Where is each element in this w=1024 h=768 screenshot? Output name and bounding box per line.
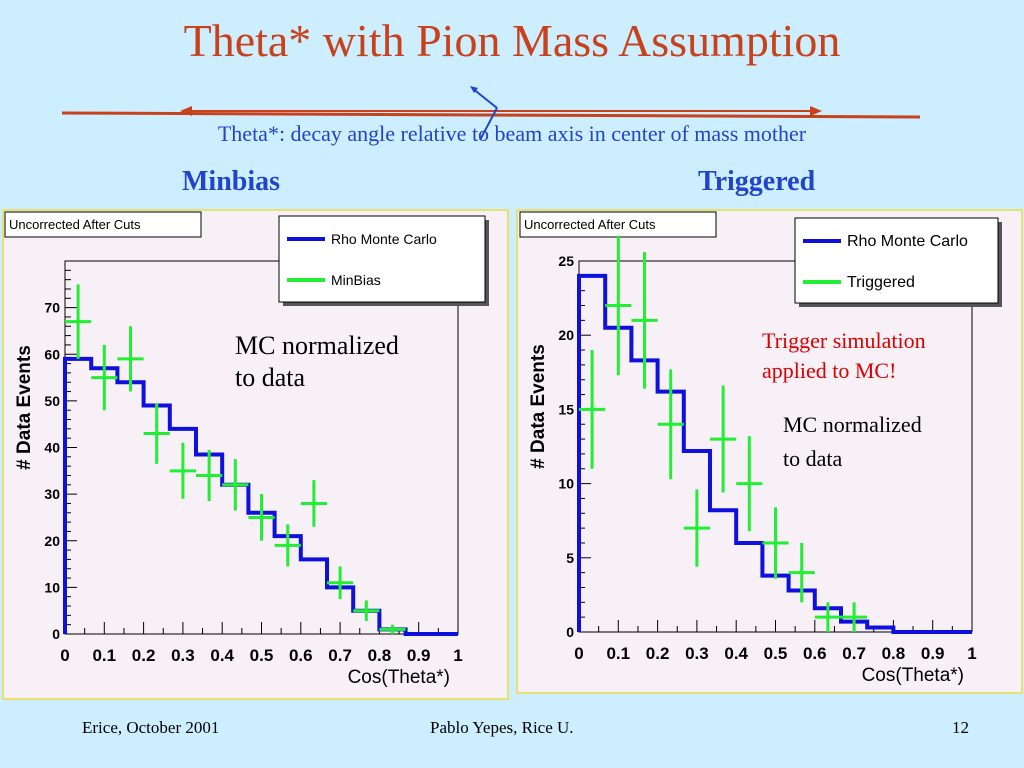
x-tick-label: 0.1 <box>606 644 630 663</box>
y-tick-label: 15 <box>558 401 574 417</box>
data-point <box>169 442 197 499</box>
data-point <box>300 480 327 527</box>
histogram-title-box <box>4 211 202 238</box>
x-axis-label: Cos(Theta*) <box>862 665 964 686</box>
y-tick-label: 20 <box>558 327 574 343</box>
x-tick-label: 0.6 <box>289 646 313 665</box>
y-tick-label: 10 <box>44 579 60 595</box>
data-point <box>762 507 789 579</box>
y-tick-label: 25 <box>558 253 574 269</box>
x-tick-label: 0.1 <box>92 646 116 665</box>
data-point <box>64 284 92 359</box>
y-tick-label: 60 <box>44 346 60 362</box>
histogram-title: Uncorrected After Cuts <box>9 217 141 232</box>
data-point <box>840 602 868 632</box>
decorative-lines <box>61 86 921 141</box>
data-point <box>605 235 632 376</box>
beam-angle-arrow <box>479 107 498 141</box>
data-point <box>222 459 249 511</box>
x-tick-label: 0.7 <box>842 644 866 663</box>
y-tick-label: 20 <box>44 533 60 549</box>
legend-box <box>794 217 999 304</box>
x-tick-label: 0 <box>60 646 69 665</box>
x-tick-label: 0.5 <box>764 644 788 663</box>
mc-normalized-note: MC normalized <box>235 331 399 360</box>
mc-normalized-note-right-2: to data <box>783 446 843 471</box>
legend-entry: Rho Monte Carlo <box>847 233 968 250</box>
data-point <box>683 489 711 567</box>
y-tick-label: 10 <box>558 476 574 492</box>
minbias-chart: Uncorrected After Cuts 0 10 20 30 40 50 60 70 0 0.… <box>2 209 509 700</box>
y-axis-label: # Data Events <box>14 345 35 470</box>
data-point <box>631 252 658 389</box>
footer-event: Erice, October 2001 <box>82 718 220 737</box>
mc-normalized-note-2: to data <box>235 363 306 392</box>
data-point <box>274 524 301 567</box>
data-point <box>91 344 118 411</box>
triggered-label: Triggered <box>698 166 816 197</box>
x-tick-label: 1 <box>453 646 462 665</box>
arrow-left-icon <box>180 106 192 116</box>
data-point <box>736 436 763 532</box>
page-number: 12 <box>952 718 969 737</box>
x-tick-label: 0.7 <box>328 646 352 665</box>
data-point <box>196 449 223 502</box>
arrow-right-icon <box>810 106 822 116</box>
plot-area <box>64 260 459 635</box>
y-tick-label: 30 <box>44 486 60 502</box>
legend-entry: MinBias <box>331 272 381 288</box>
x-tick-label: 0.9 <box>407 646 431 665</box>
legend-box <box>278 215 486 303</box>
x-tick-label: 0.4 <box>724 644 748 663</box>
minbias-label: Minbias <box>182 166 281 197</box>
y-axis-label: # Data Events <box>528 344 549 469</box>
x-tick-label: 0.3 <box>685 644 709 663</box>
x-tick-label: 0.6 <box>803 644 827 663</box>
triggered-chart: Uncorrected After Cuts 0 5 10 15 20 25 0 0.1 0.2 0… <box>516 209 1023 694</box>
x-tick-label: 0.2 <box>646 644 670 663</box>
slide-subtitle: Theta*: decay angle relative to beam axi… <box>217 121 807 146</box>
data-point <box>117 326 144 392</box>
x-tick-label: 1 <box>967 644 976 663</box>
histogram-title-box <box>519 211 717 238</box>
x-tick-label: 0.2 <box>132 646 156 665</box>
x-axis-label: Cos(Theta*) <box>348 667 450 688</box>
trigger-simulation-note-2: applied to MC! <box>762 358 897 383</box>
mc-normalized-note-right: MC normalized <box>783 412 922 437</box>
footer-author: Pablo Yepes, Rice U. <box>430 718 574 737</box>
x-tick-label: 0.9 <box>921 644 945 663</box>
legend-entry: Rho Monte Carlo <box>331 231 437 247</box>
arrow-head-icon <box>470 86 478 93</box>
data-point <box>248 494 275 541</box>
legend-entry: Triggered <box>847 274 915 291</box>
data-point <box>578 350 606 469</box>
trigger-simulation-note: Trigger simulation <box>762 328 926 353</box>
mc-histogram-line <box>577 273 972 634</box>
y-tick-label: 0 <box>566 624 574 640</box>
decay-direction-arrow <box>471 87 498 109</box>
y-tick-label: 5 <box>566 550 574 566</box>
data-point <box>710 385 737 493</box>
data-point <box>353 600 380 621</box>
y-tick-label: 0 <box>52 626 60 642</box>
y-tick-label: 40 <box>44 440 60 456</box>
x-tick-label: 0.8 <box>882 644 906 663</box>
slide-title: Theta* with Pion Mass Assumption <box>183 15 841 66</box>
data-point <box>788 542 815 603</box>
data-point <box>326 566 354 600</box>
data-point <box>814 602 841 632</box>
data-point <box>379 624 406 634</box>
x-tick-label: 0.5 <box>250 646 274 665</box>
x-tick-label: 0.8 <box>368 646 392 665</box>
y-tick-label: 70 <box>44 300 60 316</box>
title-underline <box>61 111 921 119</box>
data-point <box>143 403 170 464</box>
data-point <box>657 369 684 480</box>
histogram-title: Uncorrected After Cuts <box>524 217 656 232</box>
y-tick-label: 50 <box>44 393 60 409</box>
x-tick-label: 0.4 <box>210 646 234 665</box>
x-tick-label: 0 <box>574 644 583 663</box>
x-tick-label: 0.3 <box>171 646 195 665</box>
